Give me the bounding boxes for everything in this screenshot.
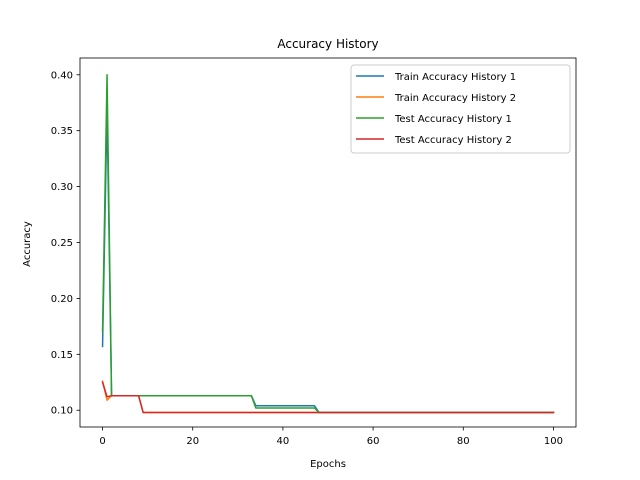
chart-title: Accuracy History <box>277 37 378 51</box>
x-tick-label: 80 <box>457 436 470 447</box>
y-tick-label: 0.10 <box>51 406 73 417</box>
y-tick-label: 0.20 <box>51 294 73 305</box>
series-line-4 <box>101 381 555 414</box>
y-tick-label: 0.25 <box>51 238 73 249</box>
y-tick-label: 0.40 <box>51 70 73 81</box>
legend-label-4: Test Accuracy History 2 <box>394 135 512 146</box>
y-tick-label: 0.15 <box>51 350 73 361</box>
legend: Train Accuracy History 1 Train Accuracy H… <box>350 64 571 154</box>
x-tick-label: 60 <box>367 436 380 447</box>
x-tick-label: 100 <box>544 436 563 447</box>
plot-area: 0 20 40 60 80 100 0.10 0.15 0.20 0.25 0.30 0.35 0.40 <box>51 57 577 447</box>
y-axis-label: Accuracy <box>22 221 33 267</box>
y-tick-label: 0.35 <box>51 126 73 137</box>
legend-box <box>350 64 571 154</box>
legend-label-1: Train Accuracy History 1 <box>394 72 516 83</box>
x-axis-label: Epochs <box>310 459 346 470</box>
y-tick-label: 0.30 <box>51 182 73 193</box>
legend-label-3: Test Accuracy History 1 <box>394 114 512 125</box>
x-tick-label: 20 <box>186 436 199 447</box>
x-tick-label: 0 <box>99 436 105 447</box>
x-tick-label: 40 <box>277 436 290 447</box>
legend-label-2: Train Accuracy History 2 <box>394 93 516 104</box>
